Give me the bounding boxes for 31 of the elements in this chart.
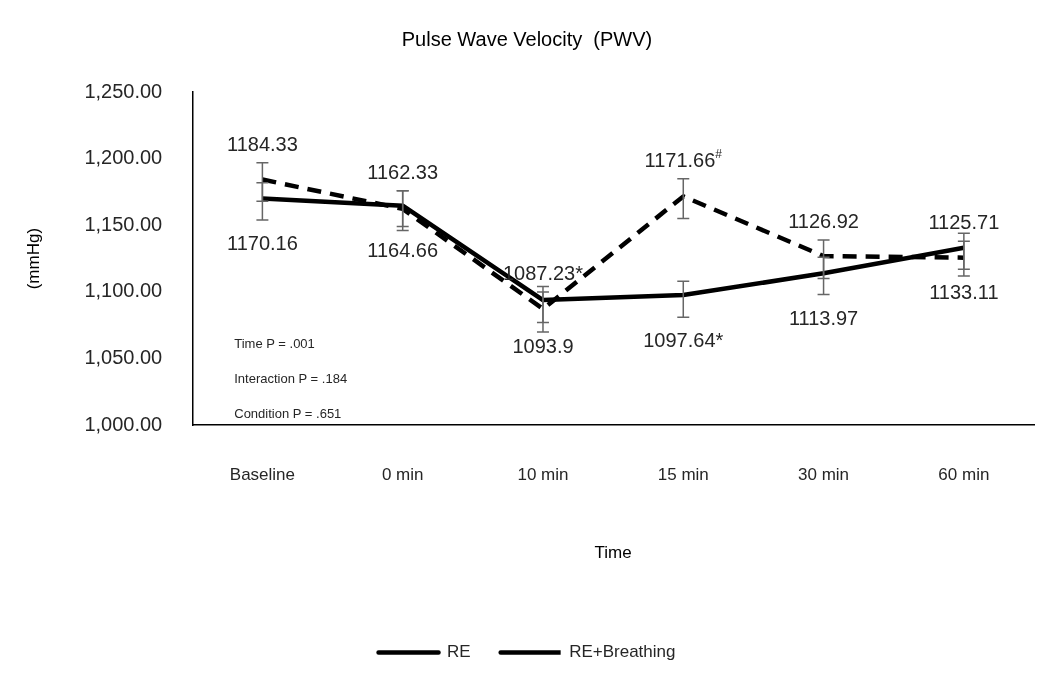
- annotation: Condition P = .651: [234, 406, 342, 421]
- y-tick-label: 1,250.00: [84, 79, 163, 102]
- data-label: 1164.66: [367, 238, 439, 261]
- annotation: Interaction P = .184: [234, 371, 348, 386]
- data-label: 1113.97: [788, 306, 859, 329]
- data-label: 1133.11: [929, 281, 999, 304]
- data-label: 1184.33: [226, 132, 298, 155]
- data-label: 1097.64*: [643, 329, 724, 352]
- data-label: 1093.9: [512, 334, 574, 357]
- data-label: 1171.66#: [644, 146, 723, 171]
- x-tick-label: Baseline: [229, 465, 296, 485]
- x-axis-title: Time: [594, 543, 632, 563]
- data-label: 1170.16: [226, 231, 298, 254]
- y-tick-label: 1,050.00: [84, 346, 163, 369]
- legend-label: RE+Breathing: [569, 642, 676, 662]
- x-tick-label: 30 min: [798, 465, 850, 485]
- x-tick-label: 15 min: [657, 465, 709, 485]
- x-tick-label: 60 min: [938, 465, 990, 485]
- x-tick-label: 0 min: [381, 465, 424, 485]
- y-tick-label: 1,100.00: [84, 279, 163, 302]
- data-label: 1126.92: [788, 209, 859, 232]
- y-tick-label: 1,200.00: [84, 146, 163, 169]
- chart-title: Pulse Wave Velocity (PWV): [401, 27, 653, 50]
- annotation: Time P = .001: [234, 336, 315, 351]
- y-axis-title: (mmHg): [23, 227, 43, 290]
- data-label: 1125.71: [928, 211, 1000, 234]
- data-label: 1162.33: [367, 160, 439, 183]
- legend-label: RE: [447, 642, 471, 662]
- x-tick-label: 10 min: [517, 465, 569, 485]
- y-tick-label: 1,150.00: [84, 212, 163, 235]
- y-tick-label: 1,000.00: [84, 412, 163, 435]
